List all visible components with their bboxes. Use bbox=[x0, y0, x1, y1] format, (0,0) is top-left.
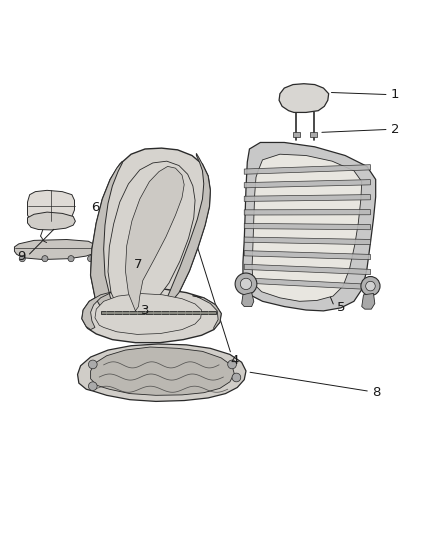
Polygon shape bbox=[28, 212, 75, 230]
Polygon shape bbox=[193, 295, 221, 329]
Polygon shape bbox=[14, 239, 96, 260]
Polygon shape bbox=[244, 223, 371, 230]
Polygon shape bbox=[91, 148, 210, 324]
Circle shape bbox=[42, 256, 48, 262]
Circle shape bbox=[88, 382, 97, 391]
Polygon shape bbox=[108, 161, 195, 314]
Polygon shape bbox=[244, 251, 371, 260]
Polygon shape bbox=[82, 288, 221, 343]
Polygon shape bbox=[91, 347, 234, 395]
Polygon shape bbox=[82, 292, 113, 329]
Circle shape bbox=[240, 278, 252, 289]
Polygon shape bbox=[101, 311, 215, 314]
Circle shape bbox=[68, 256, 74, 262]
Polygon shape bbox=[244, 165, 371, 174]
Text: 8: 8 bbox=[372, 386, 381, 399]
Polygon shape bbox=[243, 142, 376, 311]
Circle shape bbox=[232, 373, 241, 382]
Polygon shape bbox=[28, 190, 74, 221]
Circle shape bbox=[228, 360, 237, 369]
Polygon shape bbox=[244, 278, 371, 289]
Circle shape bbox=[235, 273, 257, 295]
Circle shape bbox=[88, 360, 97, 369]
Polygon shape bbox=[244, 209, 371, 215]
Polygon shape bbox=[244, 237, 371, 245]
Polygon shape bbox=[165, 154, 210, 303]
Polygon shape bbox=[125, 166, 184, 311]
Circle shape bbox=[366, 281, 375, 291]
Polygon shape bbox=[311, 132, 318, 137]
Text: 2: 2 bbox=[391, 123, 399, 136]
Circle shape bbox=[88, 256, 94, 262]
Text: 7: 7 bbox=[134, 258, 143, 271]
Text: 4: 4 bbox=[230, 353, 238, 367]
Text: 5: 5 bbox=[336, 301, 345, 314]
Polygon shape bbox=[293, 132, 300, 137]
Polygon shape bbox=[91, 161, 122, 315]
Polygon shape bbox=[362, 294, 375, 309]
Text: 3: 3 bbox=[141, 303, 149, 317]
Polygon shape bbox=[244, 264, 371, 274]
Polygon shape bbox=[279, 84, 328, 112]
Text: 6: 6 bbox=[91, 201, 99, 214]
Polygon shape bbox=[95, 294, 201, 334]
Text: 1: 1 bbox=[391, 88, 399, 101]
Polygon shape bbox=[244, 180, 371, 188]
Text: 9: 9 bbox=[17, 251, 25, 263]
Polygon shape bbox=[252, 154, 362, 301]
Circle shape bbox=[361, 277, 380, 296]
Polygon shape bbox=[244, 195, 371, 201]
Polygon shape bbox=[78, 344, 246, 401]
Circle shape bbox=[19, 256, 25, 262]
Polygon shape bbox=[242, 293, 254, 306]
